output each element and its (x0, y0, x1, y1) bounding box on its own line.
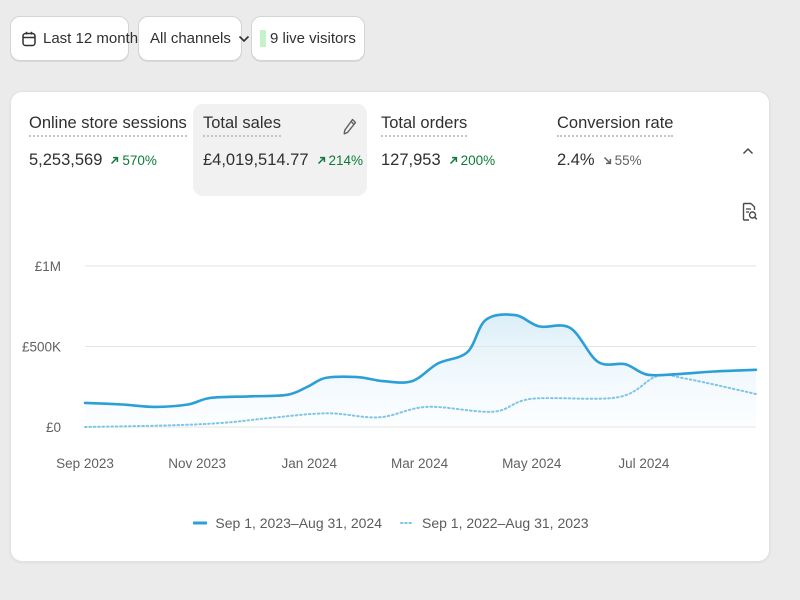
metric-value: 5,253,569 (29, 151, 103, 169)
arrow-up-right-icon (317, 156, 325, 165)
metric-sessions[interactable]: Online store sessions 5,253,569 570% (19, 104, 189, 196)
metric-delta: 55% (603, 153, 642, 168)
arrow-down-right-icon (603, 156, 611, 165)
sales-chart[interactable]: £1M £500K £0 Sep 2023 Nov 2023 Jan 2024 Mar 20… (11, 92, 771, 502)
live-visitors-button[interactable]: 9 live visitors (251, 16, 365, 61)
metric-value: 127,953 (381, 151, 441, 169)
x-tick-label: Mar 2024 (391, 456, 449, 471)
legend-label-current: Sep 1, 2023–Aug 31, 2024 (215, 515, 382, 531)
metric-conversion-rate[interactable]: Conversion rate 2.4% 55% (547, 104, 717, 196)
chevron-down-icon (238, 35, 250, 43)
metric-value: 2.4% (557, 151, 595, 169)
current-series-area (85, 314, 756, 427)
chart-legend: Sep 1, 2023–Aug 31, 2024 Sep 1, 2022–Aug… (11, 515, 771, 531)
x-tick-label: Jul 2024 (618, 456, 670, 471)
legend-item-current[interactable]: Sep 1, 2023–Aug 31, 2024 (193, 515, 382, 531)
metric-delta: 570% (110, 153, 157, 168)
metric-delta-value: 214% (328, 153, 364, 168)
channels-label: All channels (150, 30, 231, 47)
metric-delta-value: 200% (460, 153, 496, 168)
metric-total-orders[interactable]: Total orders 127,953 200% (371, 104, 541, 196)
x-tick-label: Jan 2024 (281, 456, 337, 471)
arrow-up-right-icon (449, 156, 457, 165)
calendar-icon (22, 31, 36, 47)
legend-dotted-swatch (400, 522, 414, 524)
x-tick-label: May 2024 (502, 456, 562, 471)
legend-label-previous: Sep 1, 2022–Aug 31, 2023 (422, 515, 589, 531)
metric-delta: 200% (449, 153, 496, 168)
arrow-up-right-icon (111, 156, 119, 165)
metric-label: Online store sessions (29, 114, 187, 137)
legend-item-previous[interactable]: Sep 1, 2022–Aug 31, 2023 (400, 515, 589, 531)
x-tick-label: Sep 2023 (56, 456, 114, 471)
metric-delta: 214% (317, 153, 364, 168)
metric-label: Total sales (203, 114, 281, 137)
x-tick-label: Nov 2023 (168, 456, 226, 471)
y-tick-label: £500K (22, 340, 61, 355)
pencil-icon[interactable] (343, 118, 357, 140)
metric-total-sales[interactable]: Total sales £4,019,514.77 214% (193, 104, 367, 196)
analytics-card: Online store sessions 5,253,569 570% Tot… (10, 91, 770, 562)
live-visitors-label: 9 live visitors (270, 30, 356, 47)
metric-delta-value: 55% (614, 153, 642, 168)
y-tick-label: £0 (46, 420, 61, 435)
chevron-up-icon[interactable] (742, 142, 754, 160)
current-series-line (83, 313, 758, 409)
y-tick-label: £1M (35, 259, 61, 274)
chart-search-icon[interactable] (742, 202, 758, 227)
date-range-button[interactable]: Last 12 months (10, 16, 146, 61)
metric-delta-value: 570% (122, 153, 157, 168)
legend-solid-swatch (193, 521, 208, 525)
metric-label: Conversion rate (557, 114, 674, 137)
metric-label: Total orders (381, 114, 468, 137)
metric-value: £4,019,514.77 (203, 151, 309, 169)
date-range-label: Last 12 months (43, 30, 146, 47)
channels-dropdown[interactable]: All channels (138, 16, 249, 61)
